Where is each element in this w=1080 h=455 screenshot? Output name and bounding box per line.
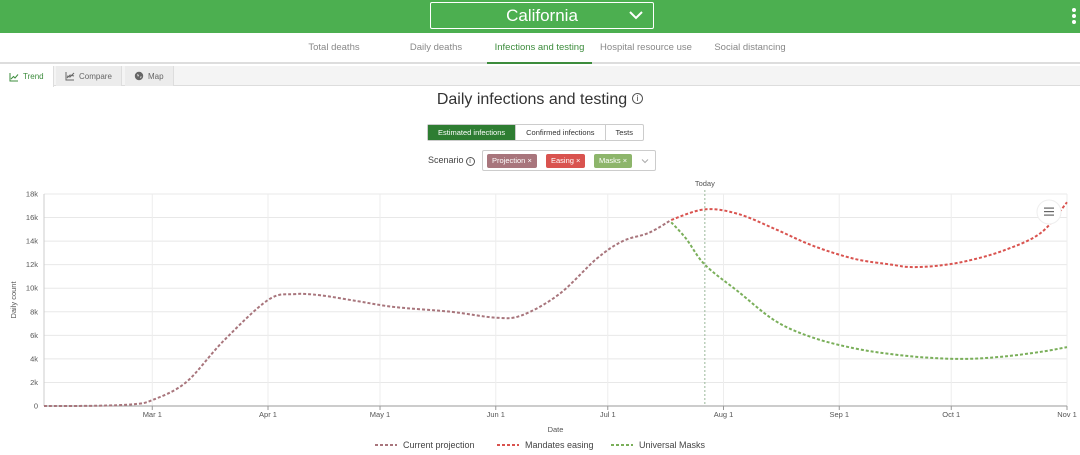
chip-easing[interactable]: Easing × [546, 154, 586, 168]
metric-tabs: Total deaths Daily deaths Infections and… [0, 33, 1080, 64]
y-tick-label: 8k [30, 307, 38, 316]
state-select-label: California [506, 5, 578, 25]
y-tick-label: 10k [26, 284, 38, 293]
series-universal-masks [670, 221, 1068, 360]
x-tick-label: Nov 1 [1057, 410, 1077, 419]
legend-label: Current projection [403, 440, 475, 450]
tab-trend[interactable]: Trend [0, 66, 54, 87]
tab-infections-and-testing[interactable]: Infections and testing [487, 33, 592, 64]
y-tick-label: 14k [26, 237, 38, 246]
chip-masks[interactable]: Masks × [594, 154, 633, 168]
legend-label: Universal Masks [639, 440, 706, 450]
tab-trend-label: Trend [23, 72, 44, 81]
globe-icon [134, 71, 144, 81]
chip-projection-label: Projection [492, 156, 526, 165]
scenario-label: Scenario [428, 155, 464, 165]
y-tick-label: 4k [30, 354, 38, 363]
y-tick-label: 6k [30, 331, 38, 340]
x-tick-label: Apr 1 [259, 410, 277, 419]
close-icon[interactable]: × [622, 156, 628, 165]
chip-masks-label: Masks [599, 156, 621, 165]
tab-map-label: Map [148, 71, 164, 81]
legend-label: Mandates easing [525, 440, 594, 450]
close-icon[interactable]: × [527, 156, 532, 165]
x-tick-label: Oct 1 [942, 410, 960, 419]
info-icon[interactable]: i [632, 93, 644, 104]
x-tick-label: Aug 1 [714, 410, 734, 419]
chevron-down-icon[interactable] [641, 157, 649, 165]
line-chart-icon [9, 72, 19, 81]
scenario-info-icon[interactable]: i [465, 157, 475, 166]
tab-social-distancing[interactable]: Social distancing [714, 42, 786, 53]
chip-projection[interactable]: Projection × [487, 154, 537, 168]
top-bar: California [0, 0, 1080, 33]
toggle-estimated-infections[interactable]: Estimated infections [428, 125, 517, 140]
y-tick-label: 18k [26, 190, 38, 199]
series-current-projection [43, 219, 672, 407]
axes: 0 2k 4k 6k 8k 10k 12k 14k 16k 18k Mar 1 Apr 1 May 1 J… [9, 190, 1077, 435]
y-tick-label: 0 [34, 402, 38, 411]
today-label: Today [695, 179, 715, 188]
compare-chart-icon [65, 72, 75, 81]
x-tick-label: May 1 [370, 410, 390, 419]
infection-type-toggle: Estimated infections Confirmed infection… [427, 124, 645, 141]
view-tabs: Trend Compare Map [0, 66, 1080, 87]
tab-daily-deaths[interactable]: Daily deaths [409, 42, 463, 53]
legend-universal-masks[interactable]: Universal Masks [611, 440, 705, 450]
legend-mandates-easing[interactable]: Mandates easing [497, 440, 594, 450]
tab-map[interactable]: Map [125, 66, 174, 86]
more-menu-icon[interactable] [1072, 8, 1080, 26]
today-marker: Today [695, 179, 715, 406]
toggle-tests[interactable]: Tests [615, 128, 634, 137]
grid [44, 193, 1068, 407]
scenario-select[interactable]: Projection × Easing × Masks × [482, 150, 656, 171]
series-lines [43, 201, 1068, 407]
y-axis-label: Daily count [9, 281, 18, 319]
legend-swatch [375, 444, 397, 446]
chart-legend: Current projection Mandates easing Unive… [0, 440, 1080, 452]
tab-compare[interactable]: Compare [56, 66, 122, 86]
close-icon[interactable]: × [576, 156, 581, 165]
toggle-confirmed-infections[interactable]: Confirmed infections [516, 125, 606, 140]
tab-total-deaths[interactable]: Total deaths [308, 42, 360, 53]
hamburger-icon [1044, 207, 1054, 216]
series-mandates-easing [670, 201, 1068, 269]
chevron-down-icon [629, 11, 643, 20]
x-tick-label: Mar 1 [143, 410, 162, 419]
y-tick-label: 16k [26, 213, 38, 222]
y-tick-label: 12k [26, 260, 38, 269]
infections-line-chart: 0 2k 4k 6k 8k 10k 12k 14k 16k 18k Mar 1 Apr 1 May 1 J… [9, 179, 1077, 435]
x-tick-label: Sep 1 [829, 410, 849, 419]
tab-compare-label: Compare [79, 71, 112, 81]
legend-swatch [497, 444, 519, 446]
scenario-label-row: Scenario i [428, 155, 475, 166]
chart-title: Daily infections and testing [436, 91, 628, 108]
legend-current-projection[interactable]: Current projection [375, 440, 475, 450]
x-tick-label: Jul 1 [600, 410, 616, 419]
chip-easing-label: Easing [551, 156, 574, 165]
tab-hospital-resource-use[interactable]: Hospital resource use [600, 42, 692, 53]
chart-menu-button[interactable] [1036, 199, 1062, 225]
chart-title-row: Daily infections and testing i [0, 91, 1080, 109]
state-select[interactable]: California [430, 2, 654, 29]
x-axis-label: Date [548, 425, 564, 434]
legend-swatch [611, 444, 633, 446]
x-tick-label: Jun 1 [487, 410, 505, 419]
y-tick-label: 2k [30, 378, 38, 387]
